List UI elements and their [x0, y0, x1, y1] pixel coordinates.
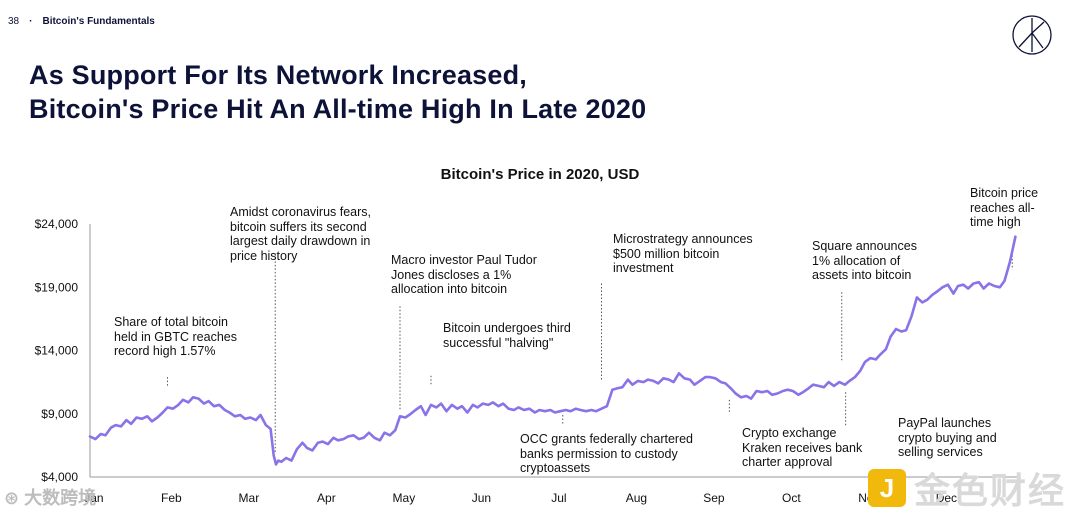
note-gbtc-record: Share of total bitcoin held in GBTC reac…	[114, 315, 237, 358]
y-tick-label: $24,000	[35, 217, 79, 231]
price-series-line	[88, 235, 1017, 466]
watermark-left: ⊛ 大数跨境	[4, 488, 97, 508]
section-title: Bitcoin's Fundamentals	[42, 16, 155, 27]
note-occ-custody: OCC grants federally chartered banks per…	[520, 432, 693, 475]
x-tick-label: Oct	[782, 491, 801, 505]
page-header: 38 · Bitcoin's Fundamentals	[8, 16, 155, 27]
watermark-right-text: 金色财经	[914, 470, 1067, 511]
y-tick-label: $19,000	[35, 280, 79, 294]
note-coronavirus-drawdown: Amidst coronavirus fears, bitcoin suffer…	[230, 205, 372, 263]
page-title-line-2: Bitcoin's Price Hit An All-time High In …	[29, 94, 647, 124]
x-tick-label: Dec	[936, 491, 957, 505]
x-tick-label: Jan	[84, 491, 103, 505]
note-tudor-jones: Macro investor Paul Tudor Jones disclose…	[391, 253, 537, 296]
brand-logo-icon	[1012, 15, 1052, 55]
note-kraken-charter: Crypto exchange Kraken receives bank cha…	[742, 426, 863, 469]
x-tick-label: May	[393, 491, 416, 505]
note-paypal: PayPal launches crypto buying and sellin…	[898, 416, 997, 459]
page-number: 38	[8, 16, 20, 27]
y-tick-label: $9,000	[41, 407, 78, 421]
watermark-right: J 金色财经	[868, 462, 1066, 514]
y-tick-label: $4,000	[41, 470, 78, 484]
note-all-time-high: Bitcoin price reaches all-time high	[970, 186, 1039, 229]
x-tick-label: Jun	[472, 491, 491, 505]
header-separator: ·	[29, 16, 33, 27]
page-title-line-1: As Support For Its Network Increased,	[29, 60, 528, 90]
chart-title: Bitcoin's Price in 2020, USD	[440, 166, 640, 183]
page-title: As Support For Its Network Increased, Bi…	[29, 58, 646, 126]
note-microstrategy: Microstrategy announces $500 million bit…	[613, 232, 753, 275]
x-tick-label: Feb	[161, 491, 182, 505]
note-halving: Bitcoin undergoes third successful "halv…	[443, 321, 571, 350]
x-tick-label: Mar	[239, 491, 260, 505]
x-tick-label: Aug	[626, 491, 647, 505]
y-tick-label: $14,000	[35, 344, 79, 358]
x-tick-label: Apr	[317, 491, 336, 505]
watermark-badge-icon: J	[868, 469, 906, 507]
note-square: Square announces 1% allocation of assets…	[812, 239, 917, 282]
x-tick-label: Jul	[551, 491, 566, 505]
x-tick-label: Sep	[703, 491, 725, 505]
